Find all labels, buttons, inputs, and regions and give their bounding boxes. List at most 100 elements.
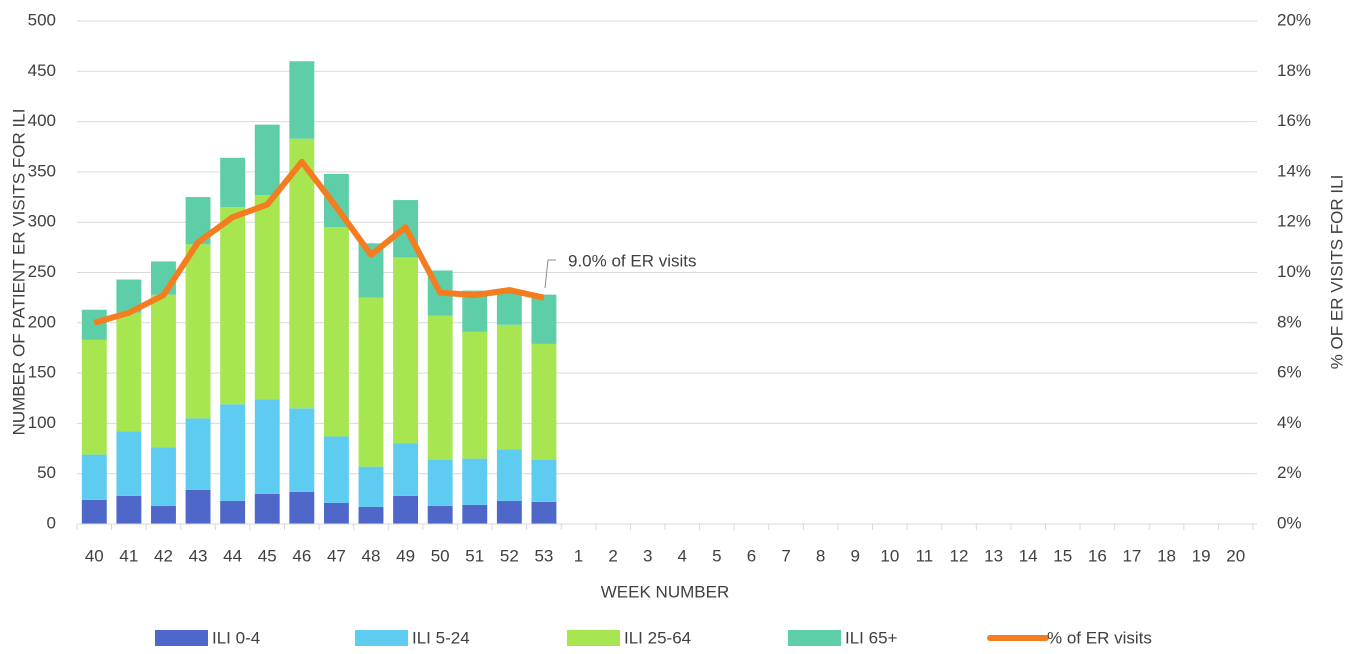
x-tick-label: 11 bbox=[916, 546, 934, 565]
bar-segment bbox=[254, 124, 280, 196]
y2-tick-label: 4% bbox=[1277, 413, 1302, 432]
x-tick-label: 3 bbox=[643, 546, 652, 565]
bar-segment bbox=[151, 294, 176, 448]
legend-label: ILI 25-64 bbox=[624, 628, 691, 647]
x-tick-label: 5 bbox=[712, 546, 721, 565]
y-tick-label: 0 bbox=[47, 513, 56, 532]
y-tick-label: 500 bbox=[28, 10, 56, 29]
x-tick-label: 40 bbox=[85, 546, 104, 565]
bar-segment bbox=[289, 61, 315, 139]
x-tick-label: 19 bbox=[1192, 546, 1211, 565]
y2-tick-label: 12% bbox=[1277, 212, 1311, 231]
x-tick-label: 20 bbox=[1226, 546, 1245, 565]
y-tick-label: 350 bbox=[28, 161, 56, 180]
y2-tick-label: 6% bbox=[1277, 363, 1302, 382]
bar-segment bbox=[81, 499, 107, 524]
x-tick-label: 7 bbox=[781, 546, 790, 565]
bar-segment bbox=[393, 257, 419, 444]
y2-tick-label: 10% bbox=[1277, 262, 1311, 281]
x-tick-label: 46 bbox=[292, 546, 311, 565]
x-tick-label: 48 bbox=[362, 546, 381, 565]
y-tick-label: 200 bbox=[28, 312, 56, 331]
bar-segment bbox=[358, 466, 384, 507]
bar-segment bbox=[116, 431, 142, 496]
bar-segment bbox=[531, 459, 557, 502]
legend-swatch bbox=[567, 630, 620, 646]
x-tick-label: 2 bbox=[608, 546, 617, 565]
x-tick-label: 9 bbox=[851, 546, 860, 565]
bar-segment bbox=[185, 489, 211, 524]
y2-tick-label: 14% bbox=[1277, 161, 1311, 180]
y2-tick-label: 2% bbox=[1277, 463, 1302, 482]
bar-segment bbox=[323, 502, 349, 524]
x-tick-label: 10 bbox=[880, 546, 899, 565]
x-tick-label: 52 bbox=[500, 546, 519, 565]
x-tick-label: 53 bbox=[534, 546, 553, 565]
bar-segment bbox=[496, 449, 522, 501]
bar-segment bbox=[323, 436, 349, 503]
x-tick-label: 8 bbox=[816, 546, 825, 565]
bar-segment bbox=[220, 404, 246, 501]
bar-segment bbox=[496, 500, 522, 524]
y2-tick-label: 18% bbox=[1277, 61, 1311, 80]
x-tick-label: 17 bbox=[1122, 546, 1141, 565]
y2-axis-title: % OF ER VISITS FOR ILI bbox=[1327, 175, 1346, 370]
line bbox=[93, 158, 545, 326]
y-tick-label: 100 bbox=[28, 413, 56, 432]
legend-label: ILI 5-24 bbox=[412, 628, 470, 647]
x-tick-label: 50 bbox=[431, 546, 450, 565]
annotation-leader bbox=[544, 259, 556, 289]
legend-label: ILI 65+ bbox=[845, 628, 898, 647]
x-tick-label: 49 bbox=[396, 546, 415, 565]
legend-swatch bbox=[155, 630, 208, 646]
y2-tick-label: 16% bbox=[1277, 111, 1311, 130]
bar-segment bbox=[358, 297, 384, 467]
legend-swatch bbox=[355, 630, 408, 646]
x-tick-label: 18 bbox=[1157, 546, 1176, 565]
x-tick-label: 16 bbox=[1088, 546, 1107, 565]
bar-segment bbox=[185, 418, 211, 490]
bar-segment bbox=[531, 294, 557, 344]
bar-segment bbox=[185, 244, 211, 419]
bar-segment bbox=[289, 138, 315, 409]
bar-segment bbox=[323, 227, 349, 437]
bar-segment bbox=[81, 309, 107, 340]
y-tick-label: 50 bbox=[37, 463, 56, 482]
bar-segment bbox=[151, 447, 176, 506]
bar-segment bbox=[531, 343, 557, 460]
bar-segment bbox=[427, 505, 453, 524]
x-tick-label: 12 bbox=[950, 546, 969, 565]
x-tick-label: 6 bbox=[747, 546, 756, 565]
bar-segment bbox=[289, 408, 315, 492]
legend-label: % of ER visits bbox=[1047, 628, 1152, 647]
x-tick-label: 44 bbox=[223, 546, 242, 565]
x-tick-label: 47 bbox=[327, 546, 346, 565]
bar-segment bbox=[462, 504, 488, 524]
bar-segment bbox=[358, 506, 384, 524]
bar-segment bbox=[462, 458, 488, 505]
x-tick-label: 13 bbox=[984, 546, 1003, 565]
bar-segment bbox=[116, 495, 142, 524]
x-tick-label: 14 bbox=[1019, 546, 1038, 565]
y2-tick-label: 20% bbox=[1277, 10, 1311, 29]
bar-segment bbox=[496, 289, 522, 325]
y2-tick-label: 8% bbox=[1277, 312, 1302, 331]
x-tick-label: 42 bbox=[154, 546, 173, 565]
bar-segment bbox=[427, 459, 453, 506]
bar-segment bbox=[81, 454, 107, 500]
legend-label: ILI 0-4 bbox=[212, 628, 260, 647]
x-tick-label: 15 bbox=[1053, 546, 1072, 565]
x-tick-label: 1 bbox=[574, 546, 583, 565]
bar-segment bbox=[220, 157, 246, 208]
bar-segment bbox=[220, 207, 246, 405]
x-tick-label: 43 bbox=[189, 546, 208, 565]
bar-segment bbox=[393, 495, 419, 524]
y-axis-title: NUMBER OF PATIENT ER VISITS FOR ILI bbox=[9, 109, 28, 436]
x-tick-label: 41 bbox=[119, 546, 138, 565]
bar-segment bbox=[496, 324, 522, 450]
x-tick-label: 45 bbox=[258, 546, 277, 565]
y-tick-label: 300 bbox=[28, 212, 56, 231]
bar-segment bbox=[220, 500, 246, 524]
bar-segment bbox=[116, 312, 142, 432]
